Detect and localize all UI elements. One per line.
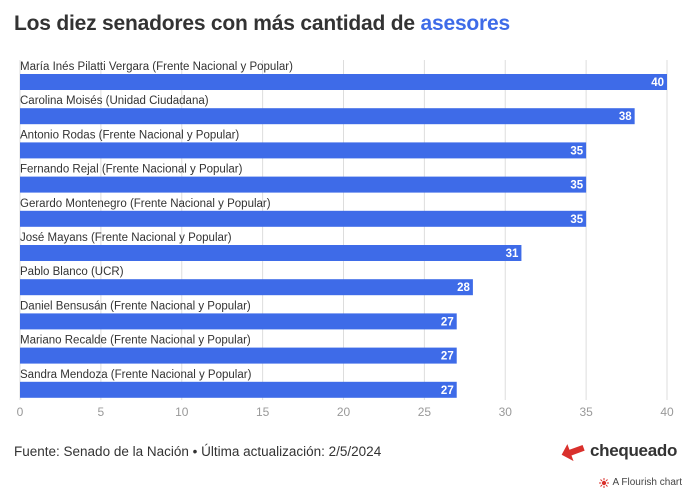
- bar: [20, 210, 587, 227]
- category-label: María Inés Pilatti Vergara (Frente Nacio…: [20, 61, 293, 73]
- chart-title: Los diez senadores con más cantidad de a…: [14, 12, 510, 36]
- bar: [20, 142, 587, 159]
- bar: [20, 245, 522, 261]
- bar: [20, 313, 457, 330]
- value-label: 35: [570, 214, 583, 226]
- value-label: 35: [570, 180, 583, 192]
- value-label: 31: [506, 248, 519, 260]
- chart-title-text: Los diez senadores con más cantidad de: [14, 12, 415, 35]
- category-label: Gerardo Montenegro (Frente Nacional y Po…: [20, 198, 271, 210]
- value-label: 38: [619, 111, 632, 123]
- category-label: Daniel Bensusán (Frente Nacional y Popul…: [20, 300, 251, 312]
- bar: [20, 108, 635, 125]
- value-label: 28: [457, 282, 470, 294]
- value-label: 27: [441, 351, 454, 363]
- x-tick-label: 5: [98, 405, 105, 419]
- category-label: Pablo Blanco (UCR): [20, 266, 124, 278]
- value-label: 40: [651, 77, 664, 89]
- x-tick-label: 35: [579, 405, 593, 419]
- bar: [20, 74, 667, 90]
- x-tick-label: 15: [256, 405, 270, 419]
- category-label: Sandra Mendoza (Frente Nacional y Popula…: [20, 369, 252, 381]
- bar: [20, 176, 587, 193]
- x-tick-label: 0: [17, 405, 24, 419]
- bar: [20, 279, 473, 296]
- x-tick-label: 25: [418, 405, 432, 419]
- value-label: 27: [441, 316, 454, 328]
- value-label: 35: [570, 145, 583, 157]
- x-tick-label: 30: [499, 405, 513, 419]
- source-note: Fuente: Senado de la Nación • Última act…: [14, 444, 382, 459]
- bar-chart: 0 5 10 15 20 25 30 35 40 María Inés Pilatti Verga…: [17, 60, 674, 419]
- category-label: José Mayans (Frente Nacional y Popular): [20, 232, 232, 244]
- chart-title-highlight: asesores: [420, 12, 511, 35]
- x-tick-label: 20: [337, 405, 351, 419]
- category-label: Antonio Rodas (Frente Nacional y Popular…: [20, 129, 239, 141]
- value-label: 27: [441, 385, 454, 397]
- flourish-credit-text: A Flourish chart: [612, 477, 682, 488]
- bar: [20, 381, 457, 398]
- bar: [20, 347, 457, 364]
- flourish-credit[interactable]: A Flourish chart: [598, 477, 682, 488]
- chequeado-logo-text: chequeado: [590, 441, 678, 460]
- chequeado-logo-icon: [561, 444, 585, 461]
- x-tick-label: 10: [175, 405, 189, 419]
- x-tick-label: 40: [660, 405, 674, 419]
- category-label: Mariano Recalde (Frente Nacional y Popul…: [20, 335, 251, 347]
- flourish-icon: [598, 477, 609, 488]
- category-label: Fernando Rejal (Frente Nacional y Popula…: [20, 164, 243, 176]
- chequeado-logo[interactable]: chequeado: [560, 440, 677, 462]
- category-label: Carolina Moisés (Unidad Ciudadana): [20, 95, 209, 107]
